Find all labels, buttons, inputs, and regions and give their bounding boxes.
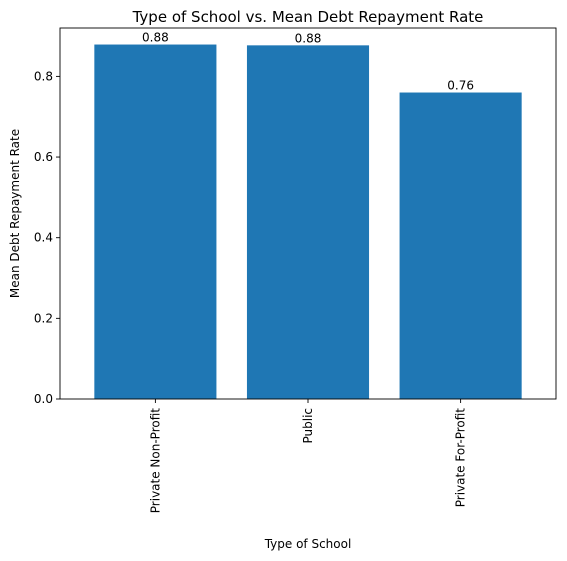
y-tick-label: 0.2 — [34, 311, 53, 325]
y-axis-label: Mean Debt Repayment Rate — [8, 129, 22, 298]
y-tick-label: 0.8 — [34, 69, 53, 83]
y-tick-label: 0.6 — [34, 150, 53, 164]
y-tick-label: 0.4 — [34, 231, 53, 245]
chart-title: Type of School vs. Mean Debt Repayment R… — [132, 8, 484, 26]
x-tick-label: Public — [301, 408, 315, 444]
x-tick-label: Private Non-Profit — [148, 408, 162, 514]
bar-public — [246, 45, 370, 400]
bar-private-for-profit — [399, 92, 522, 400]
x-tick-label: Private For-Profit — [454, 408, 468, 508]
bars-layer: 0.88 0.88 0.76 — [94, 31, 522, 400]
y-tick-label: 0.0 — [34, 392, 53, 406]
x-axis-label: Type of School — [264, 537, 352, 551]
bar-value-label: 0.76 — [447, 79, 474, 93]
bar-value-label: 0.88 — [295, 31, 322, 45]
axes-layer: 0.0 0.2 0.4 0.6 0.8 Private Non-Profit Public P… — [34, 27, 557, 514]
bar-value-label: 0.88 — [142, 31, 169, 45]
bar-private-non-profit — [94, 44, 217, 400]
